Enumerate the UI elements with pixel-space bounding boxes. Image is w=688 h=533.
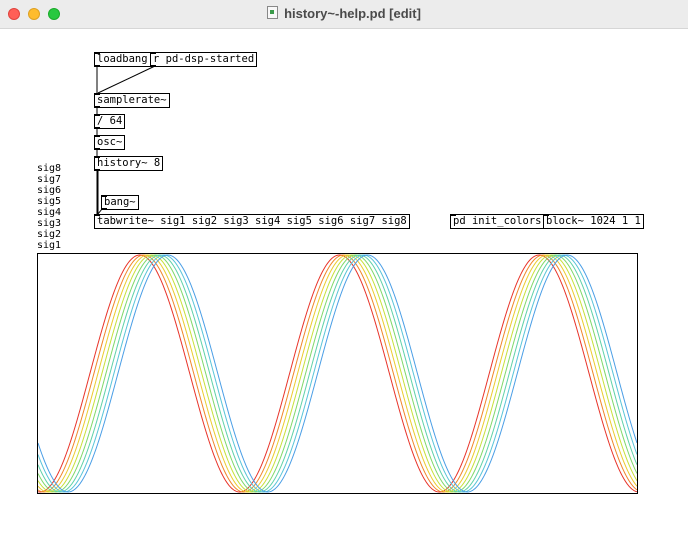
patch-connections bbox=[96, 65, 156, 215]
minimize-window-button[interactable] bbox=[28, 8, 40, 20]
array-label: sig1 bbox=[37, 240, 62, 251]
waveform-sig7 bbox=[38, 254, 637, 493]
waveform-sig3 bbox=[38, 254, 637, 493]
waveform-sig1 bbox=[38, 254, 637, 493]
array-label: sig5 bbox=[37, 196, 62, 207]
title-bar: history~-help.pd [edit] bbox=[0, 0, 688, 29]
waveform-sig8 bbox=[38, 254, 637, 493]
array-graph[interactable] bbox=[37, 253, 638, 494]
receive-dsp-started-object[interactable]: r pd-dsp-started bbox=[150, 52, 258, 67]
array-name-labels: sig8 sig7 sig6 sig5 sig4 sig3 sig2 sig1 bbox=[37, 163, 61, 251]
bang-tilde-object[interactable]: bang~ bbox=[101, 195, 139, 210]
loadbang-object[interactable]: loadbang bbox=[94, 52, 151, 67]
samplerate-object[interactable]: samplerate~ bbox=[94, 93, 170, 108]
array-label: sig7 bbox=[37, 174, 62, 185]
tabwrite-object[interactable]: tabwrite~ sig1 sig2 sig3 sig4 sig5 sig6 … bbox=[94, 214, 410, 229]
connection-dsp-samplerate bbox=[97, 65, 156, 94]
osc-object[interactable]: osc~ bbox=[94, 135, 126, 150]
array-label: sig2 bbox=[37, 229, 62, 240]
waveform-sig4 bbox=[38, 254, 637, 493]
block-object[interactable]: block~ 1024 1 1 bbox=[543, 214, 644, 229]
history-object[interactable]: history~ 8 bbox=[94, 156, 164, 171]
array-label: sig6 bbox=[37, 185, 62, 196]
divide-object[interactable]: / 64 bbox=[94, 114, 126, 129]
array-label: sig4 bbox=[37, 207, 62, 218]
array-label: sig8 bbox=[37, 163, 62, 174]
waveform-sig2 bbox=[38, 254, 637, 493]
zoom-window-button[interactable] bbox=[48, 8, 60, 20]
close-window-button[interactable] bbox=[8, 8, 20, 20]
waveform-sig6 bbox=[38, 254, 637, 493]
array-graph-plot bbox=[38, 254, 637, 493]
window-title-area: history~-help.pd [edit] bbox=[0, 6, 688, 21]
waveform-sig5 bbox=[38, 254, 637, 493]
patch-canvas[interactable]: loadbang r pd-dsp-started samplerate~ / … bbox=[0, 29, 688, 533]
array-label: sig3 bbox=[37, 218, 62, 229]
init-colors-subpatch[interactable]: pd init_colors bbox=[450, 214, 545, 229]
window-title: history~-help.pd [edit] bbox=[284, 6, 421, 21]
pd-document-icon bbox=[267, 6, 279, 19]
